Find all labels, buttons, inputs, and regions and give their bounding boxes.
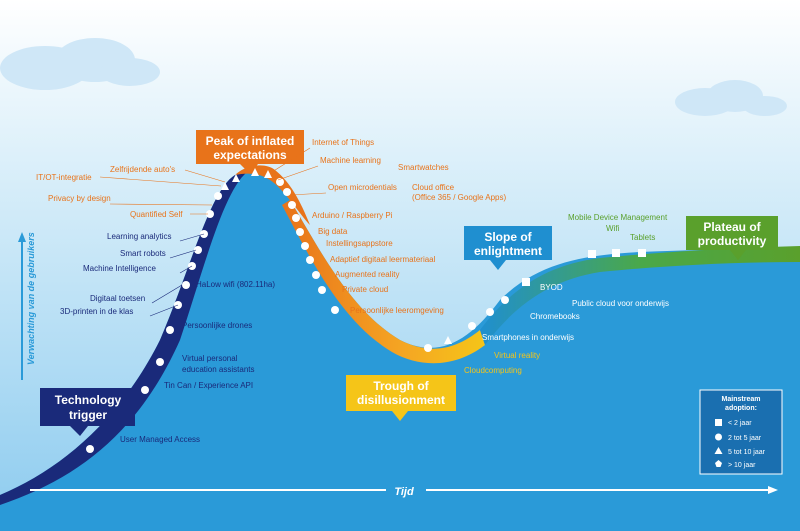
label-tin-can: Tin Can / Experience API <box>164 381 253 390</box>
legend-item-4: > 10 jaar <box>728 462 756 469</box>
legend-circle-icon <box>715 433 722 441</box>
label-mdm: Mobile Device Management <box>568 213 668 222</box>
plateau-callout: Plateau of productivity <box>686 216 778 260</box>
label-user-managed-access: User Managed Access <box>120 435 200 444</box>
label-office-365: (Office 365 / Google Apps) <box>412 193 506 202</box>
slope-callout: Slope of enlightment <box>464 226 552 270</box>
x-axis-label-bg <box>386 480 426 500</box>
label-smart-robots: Smart robots <box>120 249 166 258</box>
label-byod: BYOD <box>540 283 563 292</box>
legend-pentagon-icon <box>715 460 722 467</box>
label-cloud-office: Cloud office <box>412 183 455 192</box>
label-privacy-by-design: Privacy by design <box>48 194 111 203</box>
trough-side-labels: Virtual reality Cloudcomputing <box>464 351 540 375</box>
label-persoonlijke-drones: Persoonlijke drones <box>182 321 252 330</box>
downslope-labels: Internet of Things Machine learning Smar… <box>312 138 506 315</box>
label-education-assistants: education assistants <box>182 365 255 374</box>
plateau-line2: productivity <box>698 234 767 248</box>
label-virtual-personal: Virtual personal <box>182 354 238 363</box>
x-axis-arrowhead <box>768 486 778 494</box>
peak-line2: expectations <box>213 148 287 162</box>
leader-lines-orange <box>99 147 327 215</box>
label-halow-wifi: HaLow wifi (802.11ha) <box>196 280 275 289</box>
label-smartwatches: Smartwatches <box>398 163 449 172</box>
technology-trigger-line1: Technology <box>55 393 122 407</box>
trough-callout: Trough of disillusionment <box>346 375 456 421</box>
label-3d-printen: 3D-printen in de klas <box>60 307 133 316</box>
label-zelfrijdende-autos: Zelfrijdende auto's <box>110 165 175 174</box>
label-tablets: Tablets <box>630 233 655 242</box>
legend-box <box>699 389 783 475</box>
label-open-microdentials: Open microdentials <box>328 183 397 192</box>
label-smartphones: Smartphones in onderwijs <box>482 333 574 342</box>
label-digitaal-toetsen: Digitaal toetsen <box>90 294 145 303</box>
trigger-side-labels: Zelfrijdende auto's IT/OT-integratie Pri… <box>36 165 275 444</box>
label-internet-of-things: Internet of Things <box>312 138 374 147</box>
label-private-cloud: Private cloud <box>342 285 388 294</box>
plateau-line1: Plateau of <box>703 220 761 234</box>
legend: Mainstream adoption: < 2 jaar 2 tot 5 ja… <box>699 389 783 475</box>
curve-markers <box>86 168 646 453</box>
label-public-cloud: Public cloud voor onderwijs <box>572 299 669 308</box>
label-cloudcomputing: Cloudcomputing <box>464 366 522 375</box>
peak-band <box>235 165 310 225</box>
cloud-right <box>675 80 787 116</box>
label-wifi: Wifi <box>606 224 620 233</box>
label-learning-analytics: Learning analytics <box>107 232 171 241</box>
slope-side-labels: BYOD Chromebooks Public cloud voor onder… <box>482 283 669 342</box>
label-virtual-reality: Virtual reality <box>494 351 540 360</box>
peak-line1: Peak of inflated <box>206 134 295 148</box>
y-axis-label: Verwachting van de gebruikers <box>26 232 36 365</box>
legend-triangle-icon <box>714 447 723 454</box>
legend-item-3: 5 tot 10 jaar <box>728 449 766 456</box>
label-machine-intelligence: Machine Intelligence <box>83 264 156 273</box>
label-chromebooks: Chromebooks <box>530 312 580 321</box>
falling-band <box>282 200 485 364</box>
peak-callout: Peak of inflated expectations <box>196 130 304 174</box>
label-adaptief: Adaptief digitaal leermateriaal <box>330 255 436 264</box>
label-arduino: Arduino / Raspberry Pi <box>312 211 393 220</box>
technology-trigger-line2: trigger <box>69 408 107 422</box>
plateau-side-labels: Mobile Device Management Wifi Tablets <box>568 213 668 242</box>
slope-line2: enlightment <box>474 244 542 258</box>
trough-line2: disillusionment <box>357 393 445 407</box>
plateau-band <box>480 246 800 345</box>
label-quantified-self: Quantified Self <box>130 210 183 219</box>
label-machine-learning: Machine learning <box>320 156 381 165</box>
trough-line1: Trough of <box>373 379 429 393</box>
rising-band <box>0 170 250 505</box>
leader-lines-navy <box>149 233 205 317</box>
label-persoonlijke-leeromgeving: Persoonlijke leeromgeving <box>350 306 444 315</box>
label-it-ot-integratie: IT/OT-integratie <box>36 173 92 182</box>
legend-title-2: adoption: <box>725 405 757 412</box>
y-axis-arrowhead <box>18 232 26 242</box>
x-axis-label: Tijd <box>394 486 414 498</box>
label-big-data: Big data <box>318 227 348 236</box>
legend-item-1: < 2 jaar <box>728 420 752 427</box>
legend-title-1: Mainstream <box>722 396 761 403</box>
label-instellingsappstore: Instellingsappstore <box>326 239 393 248</box>
label-augmented-reality: Augmented reality <box>335 270 399 279</box>
technology-trigger-callout: Technology trigger <box>40 388 135 436</box>
legend-square-icon <box>715 419 722 426</box>
cloud-left <box>0 38 160 90</box>
slope-line1: Slope of <box>484 230 532 244</box>
legend-item-2: 2 tot 5 jaar <box>728 435 762 442</box>
